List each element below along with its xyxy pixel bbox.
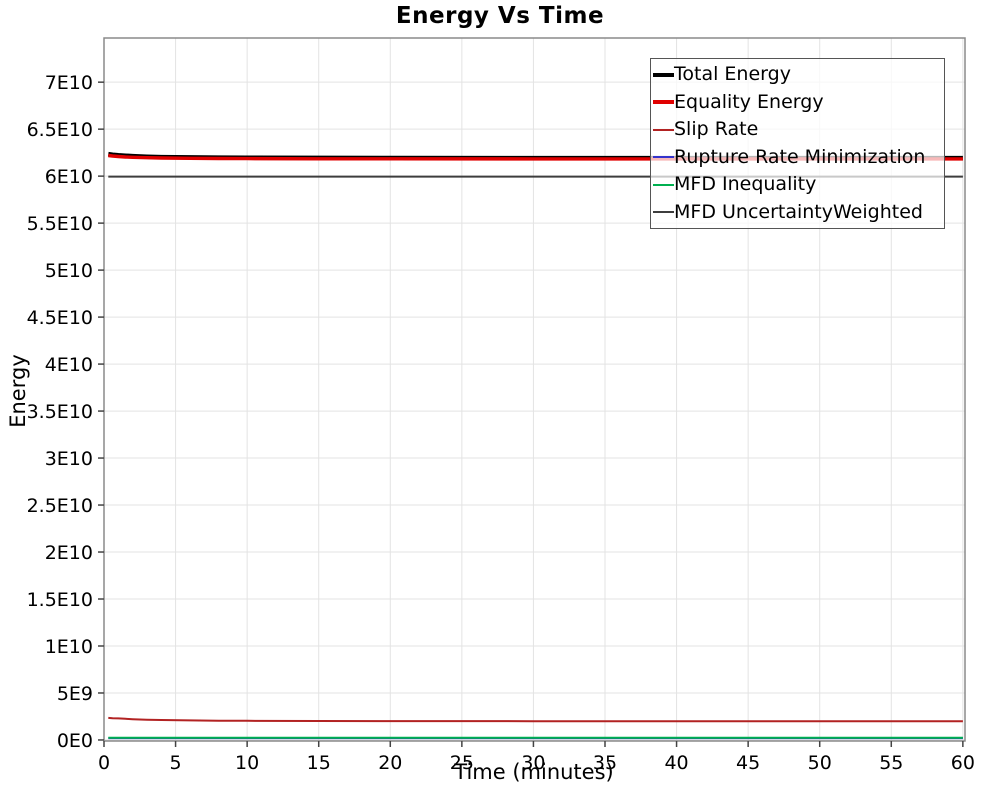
y-tick-label: 3E10 — [45, 448, 93, 470]
legend-item-mfd-uncertaintyweighted: MFD UncertaintyWeighted — [653, 199, 944, 226]
legend-label: Equality Energy — [674, 90, 824, 113]
legend-item-total-energy: Total Energy — [653, 61, 944, 88]
x-tick-label: 5 — [170, 752, 182, 774]
rupture-rate-minimization-line-swatch — [653, 156, 674, 159]
x-tick-label: 40 — [664, 752, 688, 774]
y-tick-label: 6E10 — [45, 166, 93, 188]
x-tick-label: 0 — [98, 752, 110, 774]
x-tick-label: 10 — [235, 752, 259, 774]
plot-border — [103, 37, 966, 742]
y-tick-label: 3.5E10 — [27, 401, 93, 423]
y-tick-label: 4E10 — [45, 354, 93, 376]
mfd-inequality-line-swatch — [653, 183, 674, 186]
x-tick-label: 30 — [521, 752, 545, 774]
series-line-slip-rate — [108, 716, 963, 723]
chart-title: Energy Vs Time — [395, 3, 605, 29]
legend-label: Slip Rate — [674, 118, 759, 141]
y-axis-title: Energy — [6, 354, 30, 428]
y-tick-label: 6.5E10 — [27, 119, 93, 141]
y-tick-label: 1E10 — [45, 636, 93, 658]
slip-rate-line-swatch — [653, 128, 674, 131]
equality-energy-line-swatch — [653, 100, 674, 105]
legend-item-equality-energy: Equality Energy — [653, 89, 944, 116]
legend-label: Rupture Rate Minimization — [674, 145, 926, 168]
legend-label: Total Energy — [674, 63, 791, 86]
legend-item-slip-rate: Slip Rate — [653, 116, 944, 143]
legend-label: MFD UncertaintyWeighted — [674, 200, 923, 223]
x-tick-label: 20 — [378, 752, 402, 774]
y-tick-label: 5.5E10 — [27, 213, 93, 235]
x-axis-title: Time (minutes) — [454, 760, 614, 784]
legend-label: MFD Inequality — [674, 173, 817, 196]
mfd-uncertaintyweighted-line-swatch — [653, 211, 674, 214]
x-tick-label: 50 — [808, 752, 832, 774]
legend-item-mfd-inequality: MFD Inequality — [653, 171, 944, 198]
x-tick-label: 55 — [879, 752, 903, 774]
y-tick-label: 2.5E10 — [27, 495, 93, 517]
x-tick-label: 15 — [307, 752, 331, 774]
x-tick-label: 45 — [736, 752, 760, 774]
y-tick-label: 2E10 — [45, 542, 93, 564]
x-tick-label: 25 — [450, 752, 474, 774]
legend-box: Total Energy Equality Energy Slip Rate R… — [650, 58, 945, 229]
y-tick-label: 5E9 — [57, 683, 93, 705]
series-line-equality-energy — [108, 153, 963, 161]
x-tick-label: 35 — [593, 752, 617, 774]
y-tick-label: 7E10 — [45, 72, 93, 94]
legend-item-rupture-rate-minimization: Rupture Rate Minimization — [653, 144, 944, 171]
y-tick-label: 4.5E10 — [27, 307, 93, 329]
y-tick-label: 1.5E10 — [27, 589, 93, 611]
y-tick-label: 0E0 — [57, 730, 93, 752]
x-tick-label: 60 — [951, 752, 975, 774]
y-tick-label: 5E10 — [45, 260, 93, 282]
total-energy-line-swatch — [653, 72, 674, 77]
